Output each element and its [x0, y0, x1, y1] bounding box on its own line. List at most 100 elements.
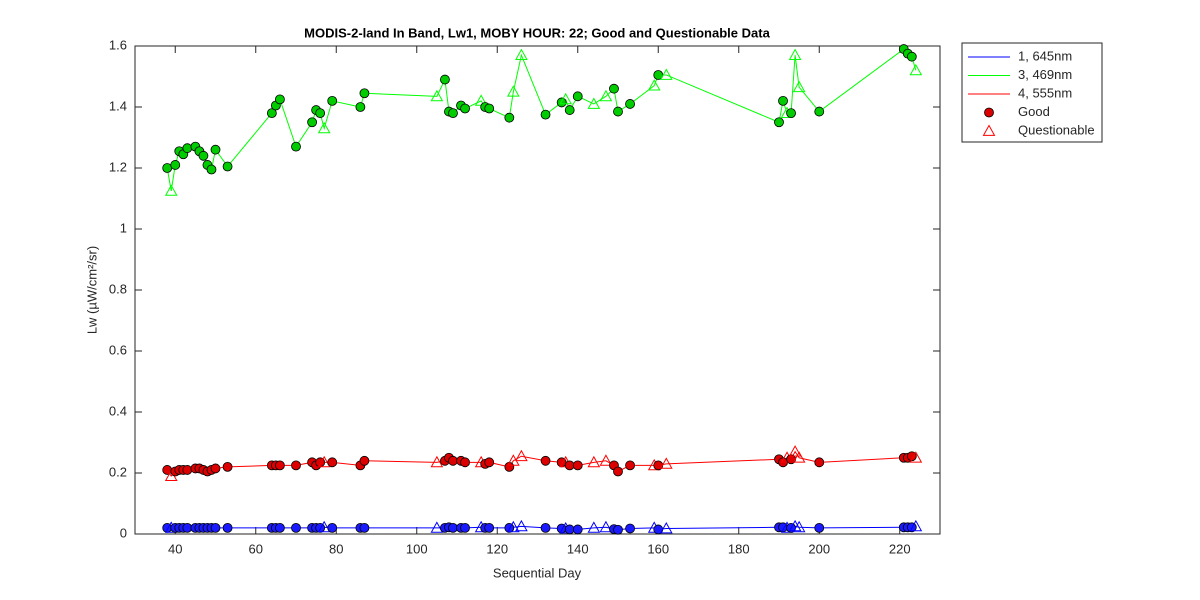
marker-questionable	[430, 89, 444, 102]
marker-good	[460, 523, 470, 533]
legend-label: 1, 645nm	[1018, 48, 1072, 63]
legend-label: Questionable	[1018, 122, 1095, 137]
marker-good	[266, 108, 277, 118]
marker-questionable	[792, 451, 806, 463]
marker-good	[564, 105, 575, 115]
marker-good	[625, 523, 635, 534]
marker-questionable	[792, 80, 806, 93]
marker-good	[327, 523, 338, 533]
y-tick-label: 1	[120, 220, 127, 235]
marker-questionable	[317, 520, 331, 533]
marker-good	[774, 117, 784, 128]
chart-title: MODIS-2-land In Band, Lw1, MOBY HOUR: 22…	[304, 25, 770, 40]
marker-good	[814, 106, 825, 117]
marker-questionable	[788, 519, 802, 532]
marker-questionable	[788, 48, 802, 61]
marker-good	[786, 108, 796, 118]
y-tick-label: 0.2	[109, 464, 127, 479]
marker-good	[625, 99, 635, 109]
y-tick-label: 0.8	[109, 281, 127, 296]
marker-questionable	[430, 521, 444, 533]
marker-good	[906, 51, 917, 62]
y-tick-label: 1.6	[109, 37, 127, 52]
marker-good	[613, 524, 623, 535]
marker-good	[182, 465, 193, 475]
marker-questionable	[515, 48, 528, 61]
marker-questionable	[599, 454, 613, 466]
marker-questionable	[599, 520, 613, 533]
x-tick-label: 40	[168, 541, 182, 556]
marker-good	[460, 457, 470, 468]
marker-good	[609, 83, 619, 94]
legend-box	[961, 42, 1103, 143]
marker-good	[440, 74, 450, 85]
marker-good	[307, 117, 318, 128]
marker-good	[556, 97, 567, 108]
marker-questionable	[507, 520, 520, 533]
marker-questionable	[317, 121, 331, 134]
marker-good	[540, 109, 551, 120]
marker-good	[359, 88, 370, 99]
marker-good	[198, 150, 209, 161]
plot-area	[134, 45, 941, 535]
marker-good	[504, 112, 515, 123]
marker-good	[625, 460, 635, 471]
marker-questionable	[909, 451, 923, 463]
x-tick-label: 180	[728, 541, 750, 556]
marker-good	[484, 103, 495, 114]
marker-good	[613, 106, 623, 117]
marker-good	[504, 523, 515, 533]
legend-label: Good	[1018, 104, 1050, 119]
marker-good	[355, 102, 366, 112]
x-axis-label: Sequential Day	[493, 565, 582, 580]
marker-good	[222, 161, 233, 172]
marker-good	[210, 523, 221, 533]
x-tick-label: 100	[406, 541, 428, 556]
x-tick-label: 200	[808, 541, 830, 556]
marker-good	[274, 460, 285, 471]
marker-good	[460, 103, 470, 114]
marker-good	[484, 457, 495, 468]
marker-questionable	[587, 455, 601, 468]
legend-marker	[982, 124, 996, 136]
marker-questionable	[659, 68, 673, 80]
marker-good	[210, 463, 221, 474]
marker-good	[274, 94, 285, 105]
marker-good	[814, 457, 825, 468]
x-tick-label: 120	[486, 541, 508, 556]
marker-good	[274, 523, 285, 533]
marker-good	[448, 108, 458, 118]
marker-good	[315, 108, 326, 118]
marker-questionable	[599, 89, 613, 102]
y-tick-label: 0.6	[109, 342, 127, 357]
marker-questionable	[164, 184, 178, 196]
marker-good	[572, 91, 583, 102]
marker-good	[170, 160, 181, 170]
marker-questionable	[909, 519, 923, 532]
marker-questionable	[515, 449, 528, 462]
marker-good	[906, 451, 917, 462]
marker-good	[210, 144, 221, 155]
marker-good	[162, 163, 173, 173]
marker-questionable	[659, 521, 673, 534]
y-tick-label: 1.4	[109, 98, 127, 113]
x-tick-label: 140	[567, 541, 589, 556]
marker-good	[484, 523, 495, 533]
x-tick-label: 160	[647, 541, 669, 556]
marker-good	[222, 523, 233, 533]
legend-label: 4, 555nm	[1018, 85, 1072, 100]
marker-good	[291, 523, 301, 533]
marker-good	[327, 96, 338, 106]
marker-good	[291, 460, 301, 471]
marker-good	[540, 523, 551, 533]
marker-questionable	[647, 79, 661, 91]
marker-good	[814, 523, 825, 533]
marker-good	[778, 96, 788, 106]
marker-good	[222, 461, 233, 472]
marker-good	[572, 524, 583, 535]
legend-label: 3, 469nm	[1018, 67, 1072, 82]
x-tick-label: 220	[889, 541, 911, 556]
x-tick-label: 60	[249, 541, 263, 556]
marker-questionable	[515, 519, 528, 532]
